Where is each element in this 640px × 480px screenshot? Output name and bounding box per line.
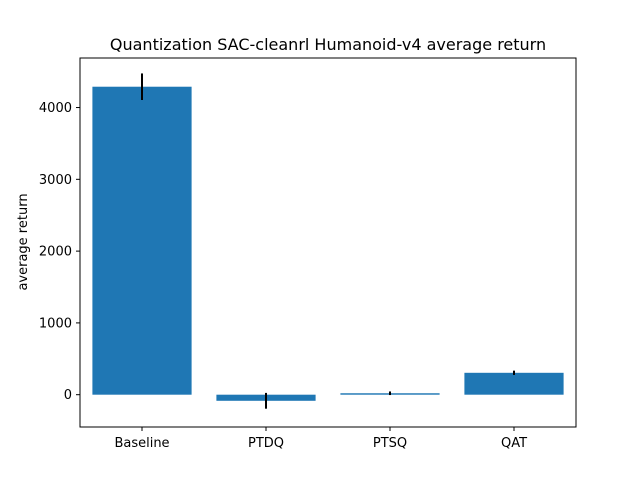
y-tick-label: 2000 [39, 245, 72, 260]
y-tick-label: 1000 [39, 316, 72, 331]
x-tick-label: Baseline [114, 436, 169, 451]
x-tick-label: QAT [501, 436, 527, 451]
y-tick-label: 3000 [39, 173, 72, 188]
bars-group [92, 86, 564, 401]
y-axis-ticks: 0 1000 2000 3000 4000 [39, 101, 80, 403]
plot-frame [79, 57, 577, 428]
bar-qat [464, 372, 564, 395]
x-tick-label: PTDQ [248, 436, 284, 451]
chart-title: Quantization SAC-cleanrl Humanoid-v4 ave… [110, 35, 546, 54]
y-tick-label: 4000 [39, 101, 72, 116]
y-axis-label: average return [16, 193, 31, 290]
y-tick-label: 0 [64, 388, 72, 403]
x-tick-label: PTSQ [373, 436, 407, 451]
x-axis-ticks: Baseline PTDQ PTSQ QAT [114, 427, 527, 451]
bar-baseline [92, 86, 192, 395]
error-bars-group [141, 73, 515, 409]
